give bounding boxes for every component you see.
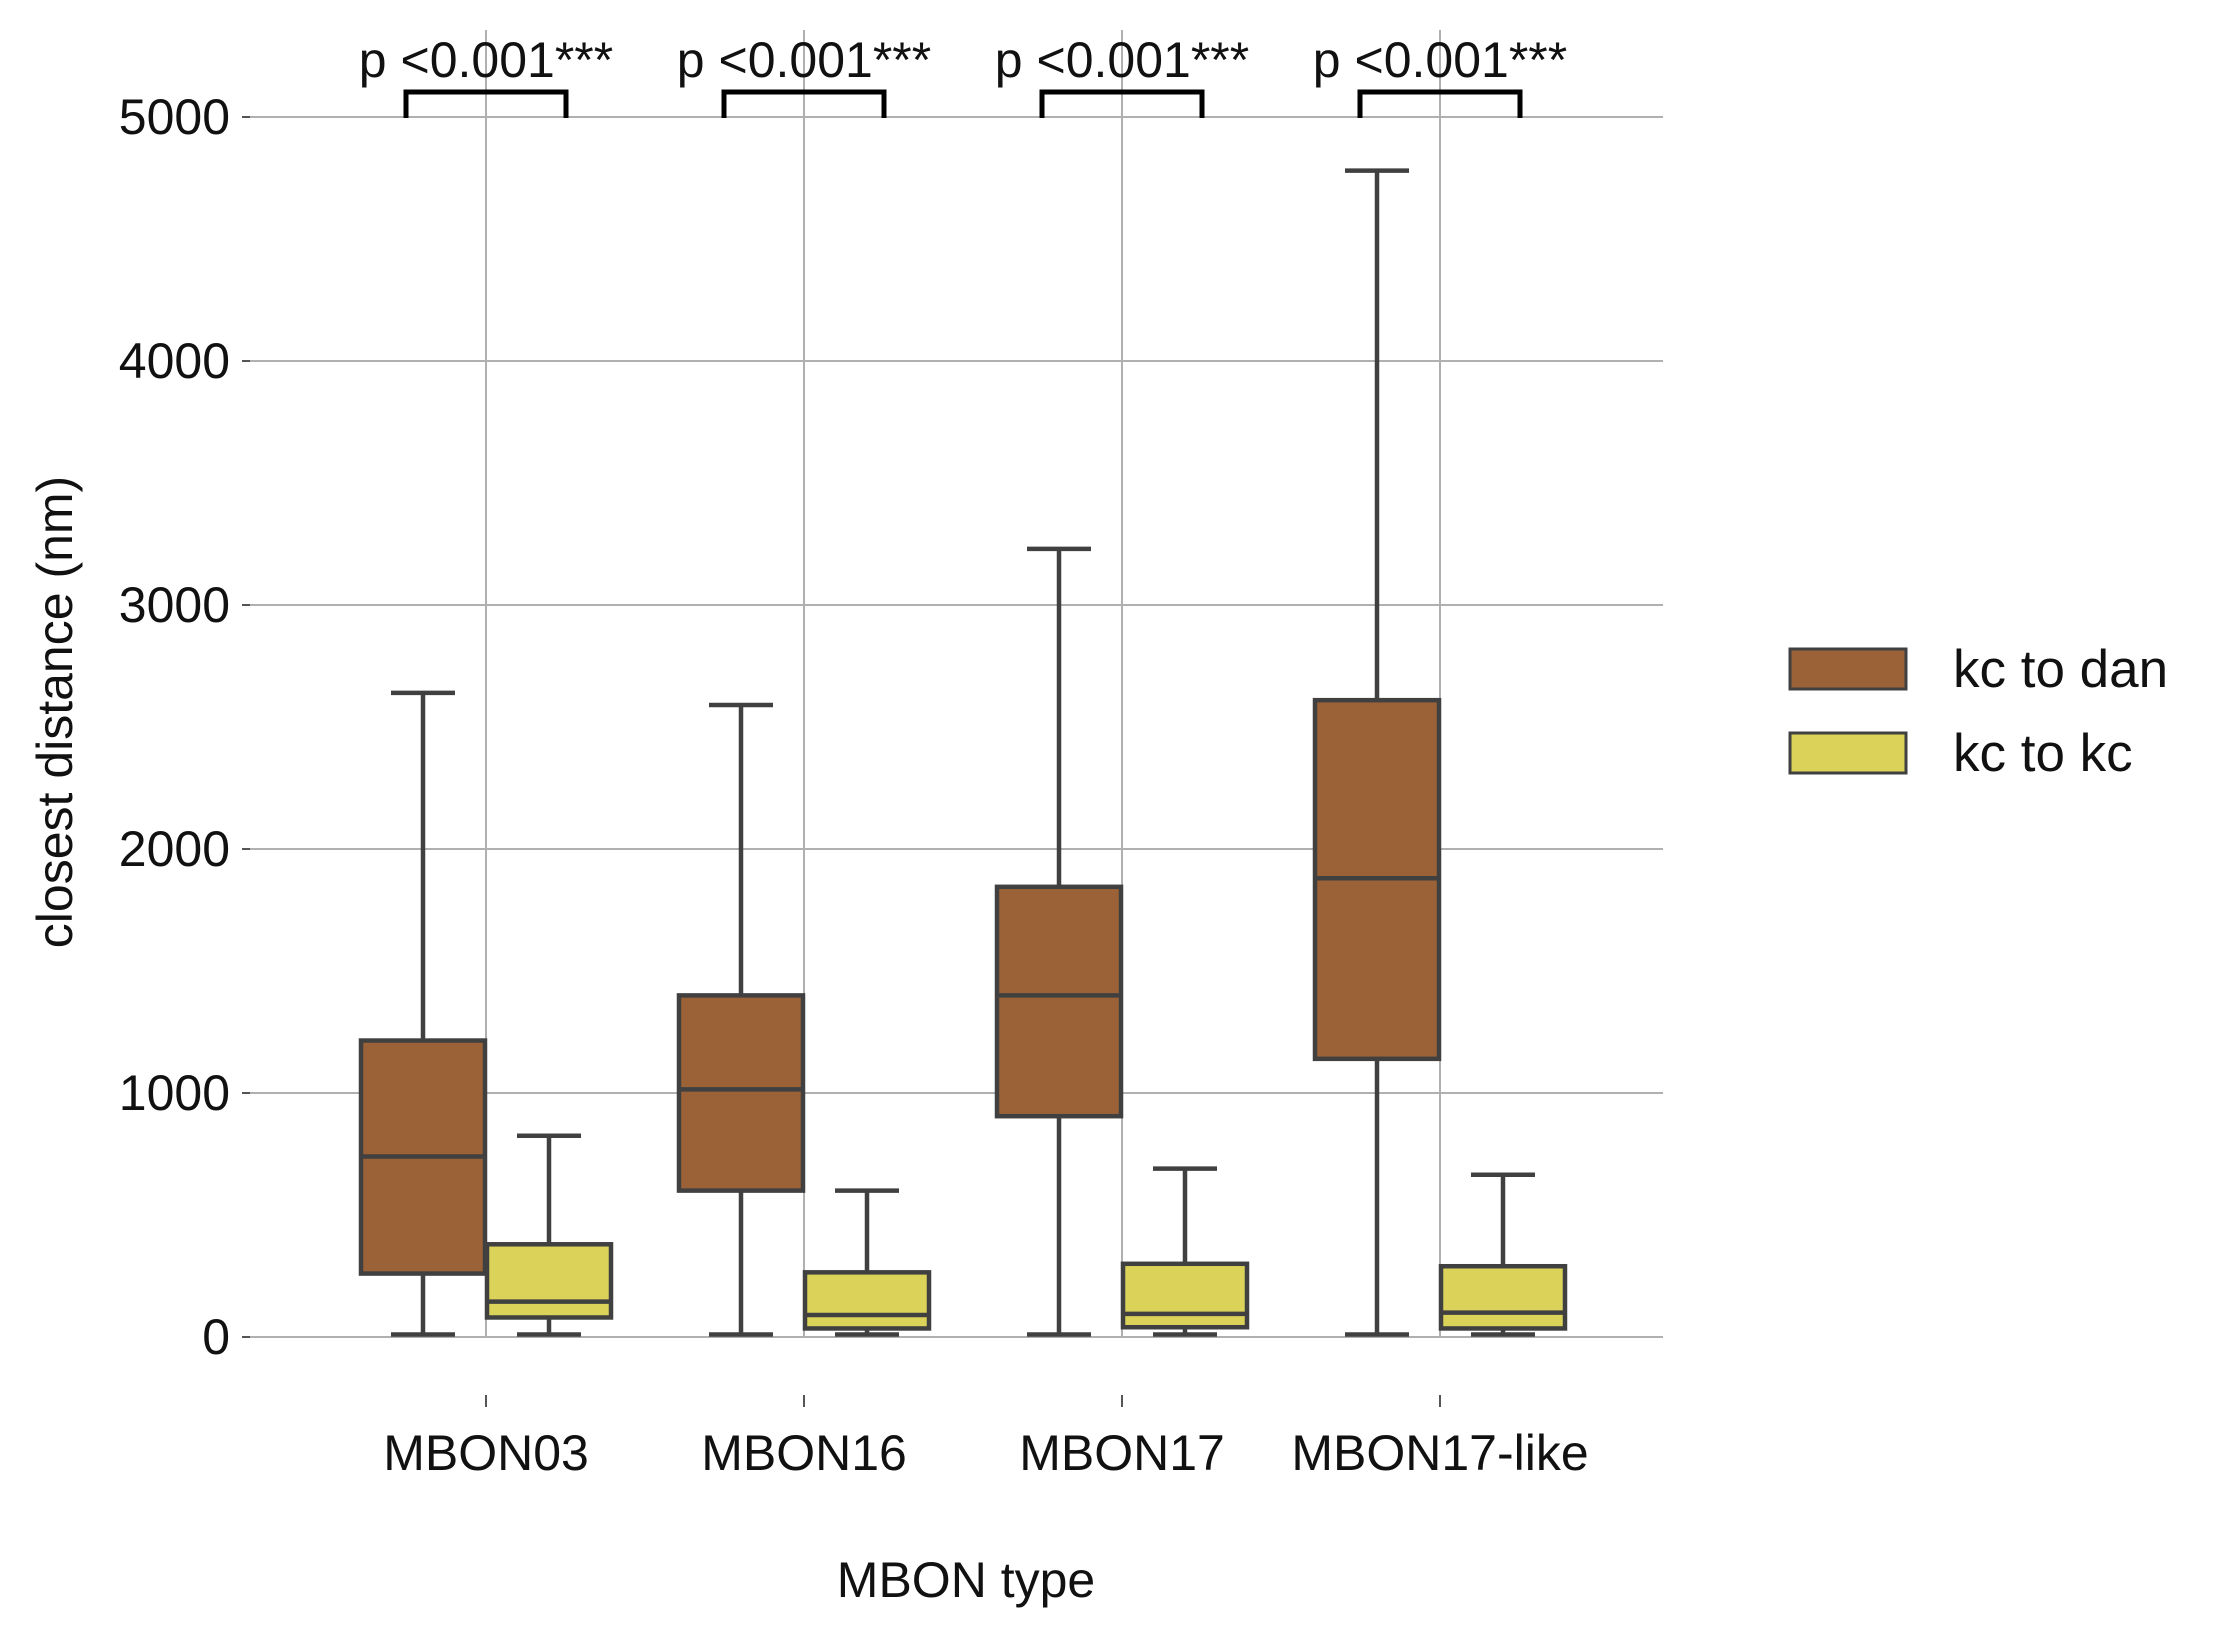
box-iqr [676, 993, 806, 1193]
box-iqr [1120, 1261, 1250, 1330]
box-iqr [1438, 1263, 1568, 1331]
significance-annotations: p <0.001*** p <0.001*** p <0.001*** p <0.00… [359, 32, 1567, 118]
legend-label: kc to dan [1953, 640, 2168, 699]
box-kc-to-kc-MBON17 [1120, 1166, 1250, 1337]
y-tick-label: 2000 [119, 821, 230, 877]
box-kc-to-dan-MBON03 [358, 690, 488, 1337]
legend: kc to dan kc to kc [1788, 640, 2168, 783]
box-kc-to-dan-MBON16 [676, 702, 806, 1337]
y-axis-label: closest distance (nm) [27, 476, 83, 948]
p-value-label: p <0.001*** [677, 32, 931, 88]
p-value-label: p <0.001*** [1313, 32, 1567, 88]
boxes [358, 168, 1568, 1337]
box-kc-to-kc-MBON03 [484, 1133, 614, 1337]
box-iqr [802, 1270, 932, 1331]
box-iqr [484, 1242, 614, 1320]
x-axis-label: MBON type [837, 1552, 1095, 1608]
legend-swatch [1788, 647, 1908, 691]
x-tick-label: MBON17-like [1291, 1425, 1588, 1481]
y-tick-label: 5000 [119, 89, 230, 145]
y-tick-label: 1000 [119, 1065, 230, 1121]
x-tick-label: MBON16 [701, 1425, 907, 1481]
x-tick-labels: MBON03 MBON16 MBON17 MBON17-like [383, 1425, 1588, 1481]
p-value-label: p <0.001*** [995, 32, 1249, 88]
y-tick-label: 4000 [119, 333, 230, 389]
box-kc-to-dan-MBON17-like [1312, 168, 1442, 1337]
x-tick-marks [485, 1395, 1441, 1407]
y-tick-label: 0 [202, 1309, 230, 1365]
box-kc-to-kc-MBON17-like [1438, 1172, 1568, 1337]
box-iqr [994, 884, 1124, 1119]
x-tick-label: MBON03 [383, 1425, 589, 1481]
y-tick-labels: 0 1000 2000 3000 4000 5000 [119, 89, 230, 1365]
box-kc-to-dan-MBON17 [994, 546, 1124, 1337]
y-tick-label: 3000 [119, 577, 230, 633]
x-tick-label: MBON17 [1019, 1425, 1225, 1481]
significance-bracket [1357, 89, 1523, 118]
box-kc-to-kc-MBON16 [802, 1188, 932, 1337]
legend-label: kc to kc [1953, 724, 2133, 783]
significance-bracket [403, 89, 569, 118]
significance-bracket [721, 89, 887, 118]
legend-swatch [1788, 731, 1908, 775]
p-value-label: p <0.001*** [359, 32, 613, 88]
significance-bracket [1039, 89, 1205, 118]
